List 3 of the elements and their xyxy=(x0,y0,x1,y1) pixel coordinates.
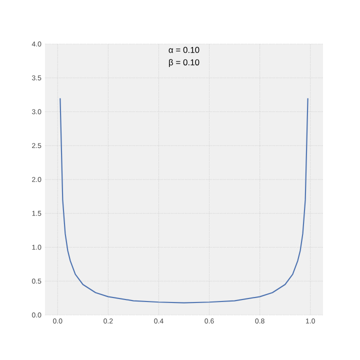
annotation: β = 0.10 xyxy=(169,59,200,68)
line-series xyxy=(60,98,308,304)
annotation: α = 0.10 xyxy=(168,46,200,53)
